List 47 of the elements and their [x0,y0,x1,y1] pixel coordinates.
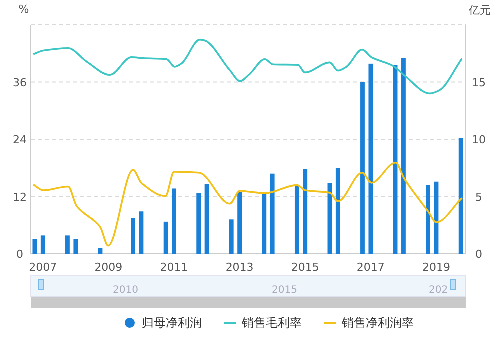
x-tick-label: 2011 [160,261,188,274]
bar [262,194,267,254]
y-axis-title: % [18,3,30,16]
x-tick-label: 2007 [29,261,58,274]
bar [402,58,406,254]
bar [66,236,70,254]
bar [172,188,176,254]
bar [336,168,340,254]
bar [458,138,464,254]
bar [32,239,38,254]
y2-tick-label: 15 [472,76,486,90]
bar [74,239,78,254]
legend-label: 销售净利润率 [341,316,414,330]
bar [204,184,210,254]
text: 202 [429,285,448,296]
bar [139,212,144,254]
bar [164,222,168,254]
x-tick-label: 2017 [356,261,385,274]
line-series [33,38,463,95]
text: 2015 [272,285,298,296]
legend-label: 销售毛利率 [241,316,302,330]
bar [196,193,202,254]
y-tick-label: 12 [13,190,27,204]
y-tick-label: 36 [13,76,27,90]
y2-tick-label: 5 [476,190,482,204]
y2-axis-title: 亿元 [468,4,491,17]
x-tick-label: 2009 [94,261,123,274]
text: 2010 [113,285,138,296]
bar [426,185,430,254]
bar [238,192,242,254]
bar [229,220,234,254]
x-tick-label: 2013 [226,261,254,274]
legend-label: 归母净利润 [142,316,202,330]
bar [131,218,136,254]
bar [360,82,365,254]
x-tick-label: 2015 [291,261,320,274]
line-series [33,162,463,247]
y2-tick-label: 10 [472,134,486,146]
bar [40,236,46,254]
x-tick-label: 2019 [422,261,450,274]
y-tick-label: 0 [16,248,24,261]
bar [368,64,374,254]
bar [294,185,300,254]
y-tick-label: 24 [13,134,27,146]
bar [270,174,275,254]
y2-tick-label: 0 [476,248,482,261]
bar [303,169,308,254]
